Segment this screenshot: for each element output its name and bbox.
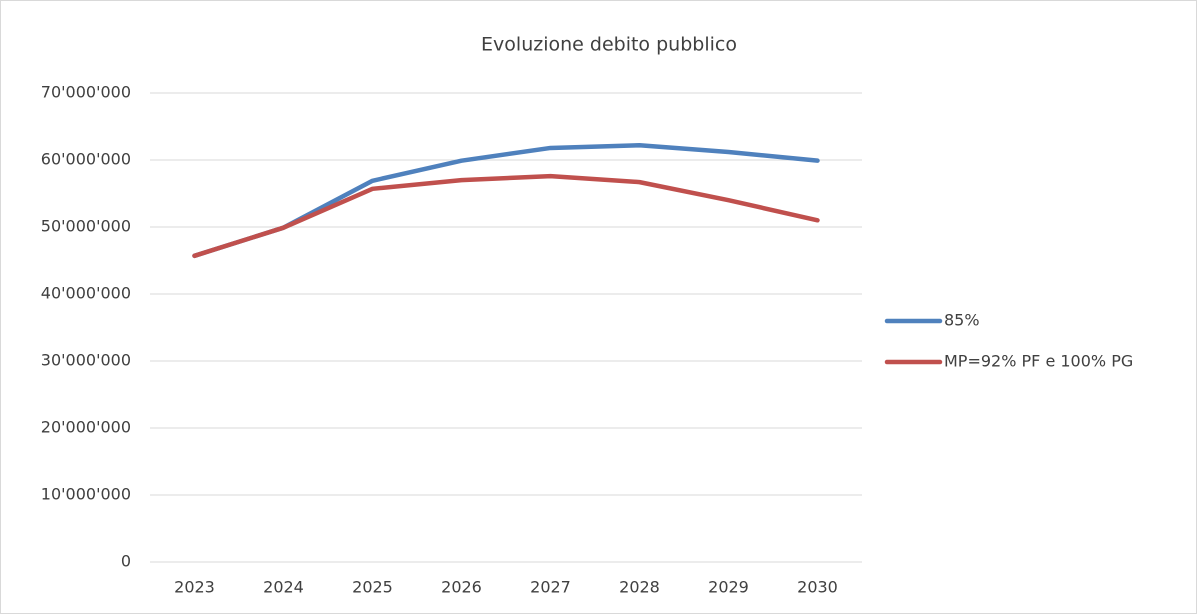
- x-tick-label: 2030: [797, 578, 838, 597]
- y-tick-label: 60'000'000: [41, 150, 131, 169]
- y-tick-label: 70'000'000: [41, 83, 131, 102]
- x-tick-label: 2027: [530, 578, 571, 597]
- series-line: [192, 173, 820, 259]
- y-tick-label: 0: [121, 552, 131, 571]
- x-tick-label: 2028: [619, 578, 660, 597]
- y-tick-label: 50'000'000: [41, 217, 131, 236]
- y-tick-label: 10'000'000: [41, 485, 131, 504]
- x-tick-label: 2024: [263, 578, 304, 597]
- x-tick-label: 2025: [352, 578, 393, 597]
- chart-title: Evoluzione debito pubblico: [481, 34, 737, 56]
- y-tick-label: 30'000'000: [41, 351, 131, 370]
- x-tick-label: 2029: [708, 578, 749, 597]
- y-tick-label: 40'000'000: [41, 284, 131, 303]
- x-tick-label: 2023: [174, 578, 215, 597]
- legend-label: 85%: [944, 311, 980, 330]
- x-tick-label: 2026: [441, 578, 482, 597]
- y-tick-label: 20'000'000: [41, 418, 131, 437]
- legend-label: MP=92% PF e 100% PG: [944, 352, 1133, 371]
